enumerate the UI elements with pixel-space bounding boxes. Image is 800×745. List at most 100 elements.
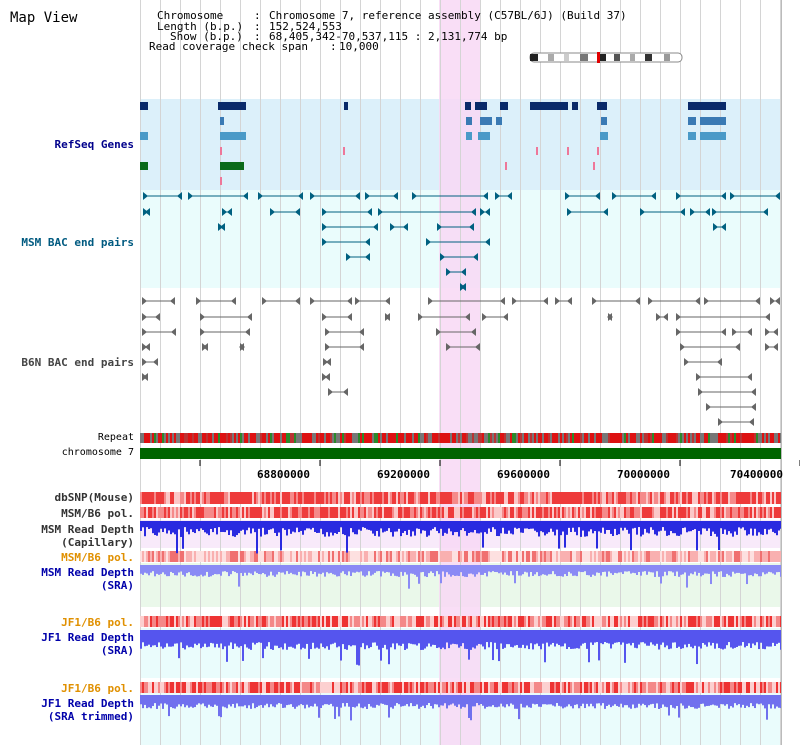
jf1-pol-trimmed-stripe [714, 682, 716, 693]
repeat-segment [564, 433, 566, 443]
msm-pol-stripe [234, 507, 236, 518]
b6n-bac-pair-end [765, 343, 770, 351]
jf1-pol-trimmed-stripe [690, 682, 692, 693]
dbsnp-stripe [178, 492, 180, 504]
repeat-segment [630, 433, 632, 443]
msm-pol-stripe [574, 507, 576, 518]
track-label-dbsnp[interactable]: dbSNP(Mouse) [54, 491, 134, 504]
repeat-segment [274, 433, 276, 443]
track-label-msm-bac[interactable]: MSM BAC end pairs [21, 236, 134, 249]
jf1-trimmed-depth-bar [358, 695, 360, 704]
b6n-bac-pair-end [695, 297, 700, 305]
jf1-pol-stripe [678, 616, 680, 627]
jf1-pol-stripe [528, 616, 530, 627]
track-label-jf1-depth-trimmed[interactable]: JF1 Read Depth [41, 697, 134, 710]
track-label-refseq[interactable]: RefSeq Genes [54, 138, 134, 151]
msm-pol-sra-stripe [144, 551, 146, 562]
jf1-pol-trimmed-stripe [396, 682, 398, 693]
jf1-pol-trimmed-stripe [180, 682, 182, 693]
b6n-bac-pair-end [262, 297, 267, 305]
jf1-pol-trimmed-stripe [420, 682, 422, 693]
jf1-sra-depth-bar [586, 630, 588, 649]
repeat-segment [144, 433, 146, 443]
track-label-jf1-b6-pol[interactable]: JF1/B6 pol. [61, 616, 134, 629]
jf1-pol-trimmed-stripe [476, 682, 478, 693]
track-label-msm-depth-capillary[interactable]: MSM Read Depth [41, 523, 134, 536]
msm-pol-stripe [758, 507, 760, 518]
msm-pol-sra-stripe [526, 551, 528, 562]
dbsnp-stripe [572, 492, 574, 504]
track-label-msm-b6-pol[interactable]: MSM/B6 pol. [61, 507, 134, 520]
jf1-pol-stripe [682, 616, 684, 627]
msm-pol-stripe [686, 507, 688, 518]
jf1-trimmed-depth-bar [248, 695, 250, 706]
msm-sra-depth-bar [330, 565, 332, 573]
jf1-pol-stripe [732, 616, 734, 627]
jf1-sra-depth-bar [556, 630, 558, 644]
msm-capillary-depth-bar [340, 521, 342, 528]
dbsnp-stripe [370, 492, 372, 504]
jf1-trimmed-depth-bar [750, 695, 752, 704]
track-label-chromosome[interactable]: chromosome 7 [61, 447, 134, 458]
jf1-sra-depth-bar [606, 630, 608, 643]
jf1-pol-trimmed-stripe [378, 682, 380, 693]
repeat-segment [558, 433, 560, 443]
msm-capillary-depth-bar [404, 521, 406, 532]
msm-capillary-depth-bar [556, 521, 558, 530]
jf1-sra-depth-bar [700, 630, 702, 649]
jf1-pol-trimmed-stripe [594, 682, 596, 693]
jf1-trimmed-depth-bar [592, 695, 594, 707]
jf1-trimmed-depth-bar [684, 695, 686, 709]
msm-pol-stripe [652, 507, 654, 518]
msm-capillary-depth-bar [448, 521, 450, 529]
msm-pol-stripe [380, 507, 382, 518]
jf1-pol-stripe [246, 616, 248, 627]
jf1-pol-stripe [482, 616, 484, 627]
msm-pol-sra-stripe [372, 551, 374, 562]
msm-capillary-depth-bar [740, 521, 742, 529]
jf1-pol-trimmed-stripe [166, 682, 168, 693]
msm-sra-depth-bar [708, 565, 710, 574]
msm-pol-stripe [682, 507, 684, 518]
msm-capillary-depth-bar [658, 521, 660, 532]
dbsnp-stripe [654, 492, 656, 504]
track-label-repeat[interactable]: Repeat [97, 432, 134, 443]
msm-pol-stripe [648, 507, 650, 518]
jf1-trimmed-depth-bar [670, 695, 672, 706]
repeat-segment [608, 433, 610, 443]
msm-capillary-depth-bar [224, 521, 226, 533]
jf1-trimmed-depth-bar [396, 695, 398, 704]
msm-capillary-depth-bar [664, 521, 666, 531]
track-label-jf1-b6-pol-trimmed[interactable]: JF1/B6 pol. [61, 682, 134, 695]
jf1-pol-stripe [646, 616, 648, 627]
msm-sra-depth-bar [256, 565, 258, 573]
jf1-pol-stripe [744, 616, 746, 627]
track-label-jf1-depth-sra[interactable]: JF1 Read Depth [41, 631, 134, 644]
track-label-msm-b6-pol-sra[interactable]: MSM/B6 pol. [61, 551, 134, 564]
b6n-bac-pair-end [326, 358, 331, 366]
jf1-pol-trimmed-stripe [174, 682, 176, 693]
repeat-segment [586, 433, 588, 443]
track-label-msm-depth-sra[interactable]: MSM Read Depth [41, 566, 134, 579]
msm-capillary-depth-bar [386, 521, 388, 531]
jf1-pol-trimmed-stripe [664, 682, 666, 693]
jf1-pol-trimmed-stripe [616, 682, 618, 693]
b6n-bac-pair-end [465, 313, 470, 321]
jf1-trimmed-depth-bar [260, 695, 262, 705]
msm-sra-depth-bar [544, 565, 546, 575]
repeat-segment [682, 433, 684, 443]
track-label-b6n-bac[interactable]: B6N BAC end pairs [21, 356, 134, 369]
jf1-pol-stripe [644, 616, 646, 627]
repeat-segment [254, 433, 256, 443]
jf1-sra-depth-bar [572, 630, 574, 649]
repeat-segment [258, 433, 260, 443]
msm-pol-stripe [602, 507, 604, 518]
msm-sra-depth-bar [314, 565, 316, 572]
msm-pol-sra-stripe [734, 551, 736, 562]
jf1-trimmed-depth-bar [242, 695, 244, 707]
msm-capillary-depth-bar [522, 521, 524, 533]
msm-sra-depth-bar [744, 565, 746, 574]
jf1-trimmed-depth-bar [250, 695, 252, 709]
jf1-trimmed-depth-bar [430, 695, 432, 706]
